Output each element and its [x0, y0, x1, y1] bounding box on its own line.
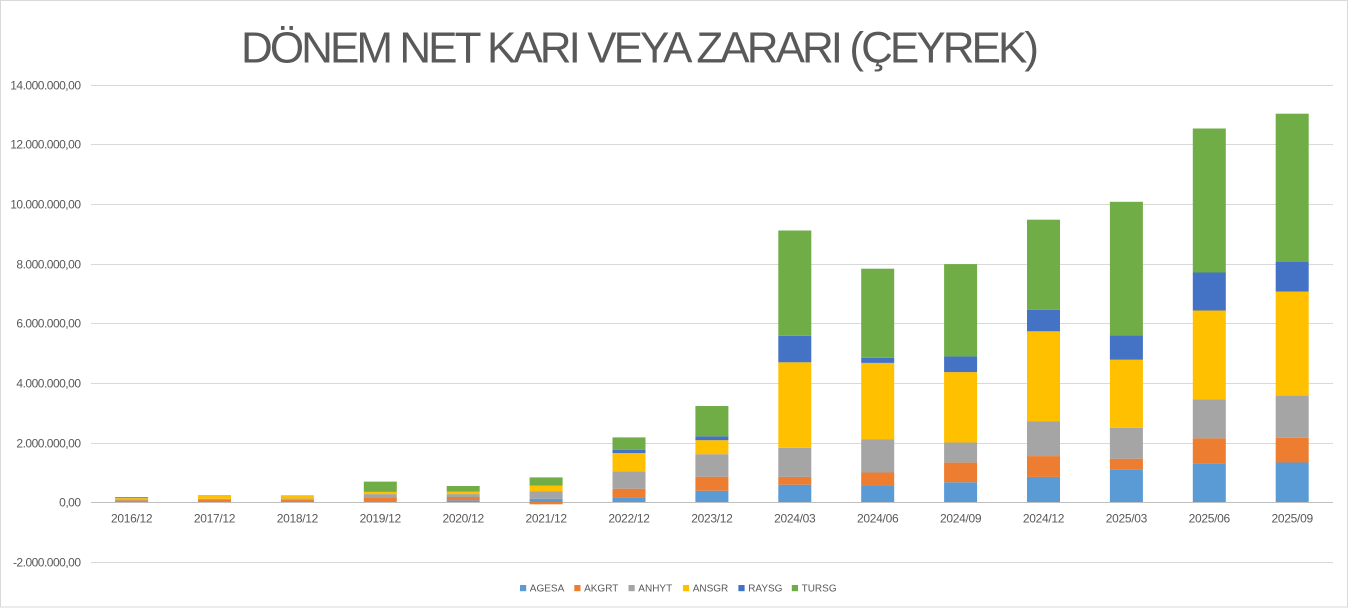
svg-text:10.000.000,00: 10.000.000,00	[10, 198, 81, 212]
svg-text:-2.000.000,00: -2.000.000,00	[13, 556, 81, 570]
svg-text:2016/12: 2016/12	[111, 511, 153, 525]
svg-text:2017/12: 2017/12	[194, 511, 236, 525]
svg-text:AKGRT: AKGRT	[584, 584, 618, 595]
svg-text:2022/12: 2022/12	[608, 511, 650, 525]
svg-text:2024/09: 2024/09	[940, 511, 982, 525]
svg-text:2024/12: 2024/12	[1023, 511, 1065, 525]
svg-text:ANHYT: ANHYT	[638, 584, 672, 595]
svg-text:AGESA: AGESA	[530, 584, 565, 595]
svg-text:RAYSG: RAYSG	[748, 584, 782, 595]
svg-text:2021/12: 2021/12	[525, 511, 567, 525]
svg-text:2018/12: 2018/12	[277, 511, 319, 525]
svg-text:2.000.000,00: 2.000.000,00	[16, 437, 81, 451]
svg-text:2025/06: 2025/06	[1189, 511, 1231, 525]
svg-text:2025/03: 2025/03	[1106, 511, 1148, 525]
svg-text:2024/03: 2024/03	[774, 511, 816, 525]
svg-text:0,00: 0,00	[59, 496, 81, 510]
svg-text:12.000.000,00: 12.000.000,00	[10, 138, 81, 152]
svg-text:2019/12: 2019/12	[360, 511, 402, 525]
svg-text:4.000.000,00: 4.000.000,00	[16, 377, 81, 391]
svg-text:2025/09: 2025/09	[1272, 511, 1314, 525]
svg-text:8.000.000,00: 8.000.000,00	[16, 258, 81, 272]
svg-text:ANSGR: ANSGR	[693, 584, 729, 595]
svg-text:2023/12: 2023/12	[691, 511, 733, 525]
svg-text:14.000.000,00: 14.000.000,00	[10, 79, 81, 93]
svg-text:DÖNEM NET KARI VEYA ZARARI (ÇE: DÖNEM NET KARI VEYA ZARARI (ÇEYREK)	[241, 24, 1039, 73]
svg-text:6.000.000,00: 6.000.000,00	[16, 317, 81, 331]
svg-text:2020/12: 2020/12	[443, 511, 485, 525]
svg-text:2024/06: 2024/06	[857, 511, 899, 525]
svg-text:TURSG: TURSG	[802, 584, 837, 595]
